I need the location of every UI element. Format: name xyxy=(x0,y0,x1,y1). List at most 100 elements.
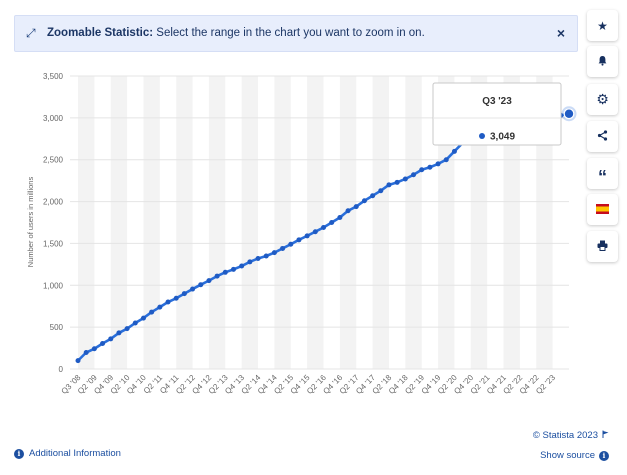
data-point[interactable] xyxy=(75,358,81,364)
stripe-band xyxy=(470,76,488,369)
data-point[interactable] xyxy=(312,229,318,235)
line-chart[interactable]: 0 500 1,000 1,500 2,000 2,500 3,000 3,500 Q3 '0… xyxy=(0,0,627,430)
flag-small-icon xyxy=(602,430,609,441)
show-source-link[interactable]: Show source i xyxy=(540,450,609,461)
data-point[interactable] xyxy=(329,220,335,225)
stripe-band xyxy=(110,76,128,369)
data-point[interactable] xyxy=(100,340,106,346)
y-tick-label: 500 xyxy=(50,323,64,332)
print-button[interactable] xyxy=(587,231,618,262)
data-point[interactable] xyxy=(304,233,310,239)
y-axis: 0 500 1,000 1,500 2,000 2,500 3,000 3,500 xyxy=(43,72,64,374)
data-point[interactable] xyxy=(370,193,376,199)
data-point[interactable] xyxy=(394,179,400,185)
banner-message: Zoomable Statistic: Select the range in … xyxy=(47,27,425,39)
additional-info-link[interactable]: i Additional Information xyxy=(14,448,121,459)
data-point[interactable] xyxy=(361,198,367,204)
data-point[interactable] xyxy=(108,336,114,342)
data-point[interactable] xyxy=(263,253,269,259)
gear-icon: ⚙ xyxy=(596,91,609,107)
data-point[interactable] xyxy=(411,172,417,178)
data-point[interactable] xyxy=(91,346,97,352)
data-point[interactable] xyxy=(255,255,261,261)
tooltip-label: Q3 '23 xyxy=(482,96,512,107)
banner-text: Select the range in the chart you want t… xyxy=(156,27,425,39)
stripe-band xyxy=(438,76,455,369)
data-point[interactable] xyxy=(83,350,89,356)
y-tick-label: 3,500 xyxy=(43,72,64,81)
data-point[interactable] xyxy=(173,295,179,301)
data-point[interactable] xyxy=(157,304,163,310)
bell-icon xyxy=(597,55,608,69)
data-point[interactable] xyxy=(378,188,384,194)
zoom-icon: ⤢ xyxy=(26,26,36,40)
data-point[interactable] xyxy=(280,245,286,251)
data-point[interactable] xyxy=(563,108,575,120)
data-point[interactable] xyxy=(443,157,449,163)
data-point[interactable] xyxy=(124,326,130,332)
stripe-band xyxy=(536,76,553,369)
share-icon xyxy=(597,129,608,144)
data-point[interactable] xyxy=(427,164,433,170)
data-point[interactable] xyxy=(165,299,171,305)
stripe-band xyxy=(78,76,95,369)
language-button[interactable] xyxy=(587,194,618,225)
info-icon: i xyxy=(14,448,24,459)
copyright-label: © Statista 2023 xyxy=(532,430,598,441)
data-point[interactable] xyxy=(271,250,277,256)
settings-button[interactable]: ⚙ xyxy=(587,84,618,115)
stripe-band xyxy=(176,76,193,369)
y-tick-label: 1,500 xyxy=(43,239,64,248)
stripe-band xyxy=(143,76,160,369)
data-point[interactable] xyxy=(190,286,196,292)
y-tick-label: 0 xyxy=(59,365,64,374)
stripe-band xyxy=(503,76,520,369)
data-point[interactable] xyxy=(337,214,343,220)
zoom-banner: ⤢ Zoomable Statistic: Select the range i… xyxy=(14,15,578,52)
data-point[interactable] xyxy=(386,182,392,188)
data-point[interactable] xyxy=(345,208,351,214)
data-point[interactable] xyxy=(222,269,228,275)
stripe-band xyxy=(307,76,324,369)
star-icon: ★ xyxy=(597,18,608,33)
stripe-band xyxy=(405,76,422,369)
favorite-button[interactable]: ★ xyxy=(587,10,618,41)
data-point[interactable] xyxy=(288,241,294,247)
data-point[interactable] xyxy=(230,266,236,272)
share-button[interactable] xyxy=(587,121,618,152)
copyright[interactable]: © Statista 2023 xyxy=(533,430,609,441)
data-point[interactable] xyxy=(198,282,204,288)
stripe-band xyxy=(208,76,226,369)
close-icon[interactable]: × xyxy=(556,25,565,41)
data-point[interactable] xyxy=(296,237,302,243)
data-point[interactable] xyxy=(132,320,138,326)
y-tick-label: 3,000 xyxy=(43,114,64,123)
data-point[interactable] xyxy=(206,278,212,284)
cite-button[interactable]: “ xyxy=(587,158,618,189)
flag-icon xyxy=(596,203,609,217)
data-point[interactable] xyxy=(149,309,155,315)
notification-button[interactable] xyxy=(587,46,618,77)
data-point[interactable] xyxy=(435,161,441,167)
banner-title: Zoomable Statistic: xyxy=(47,27,154,39)
data-point[interactable] xyxy=(140,315,146,321)
tooltip: Q3 '23 3,049 xyxy=(432,82,562,146)
data-point[interactable] xyxy=(239,263,245,269)
stripe-band xyxy=(274,76,291,369)
tooltip-marker xyxy=(479,133,485,139)
source-info-icon: i xyxy=(599,450,609,461)
y-axis-label: Number of users in millions xyxy=(26,177,35,268)
stripes xyxy=(78,76,553,369)
data-point[interactable] xyxy=(353,204,359,210)
data-point[interactable] xyxy=(321,225,326,231)
data-point[interactable] xyxy=(116,330,122,336)
y-tick-label: 2,500 xyxy=(43,156,64,165)
data-point[interactable] xyxy=(214,273,220,279)
additional-info-label: Additional Information xyxy=(29,448,121,459)
data-point[interactable] xyxy=(247,259,253,265)
data-point[interactable] xyxy=(419,167,425,173)
data-point[interactable] xyxy=(181,291,187,297)
data-point[interactable] xyxy=(451,148,457,154)
data-point[interactable] xyxy=(402,176,408,182)
